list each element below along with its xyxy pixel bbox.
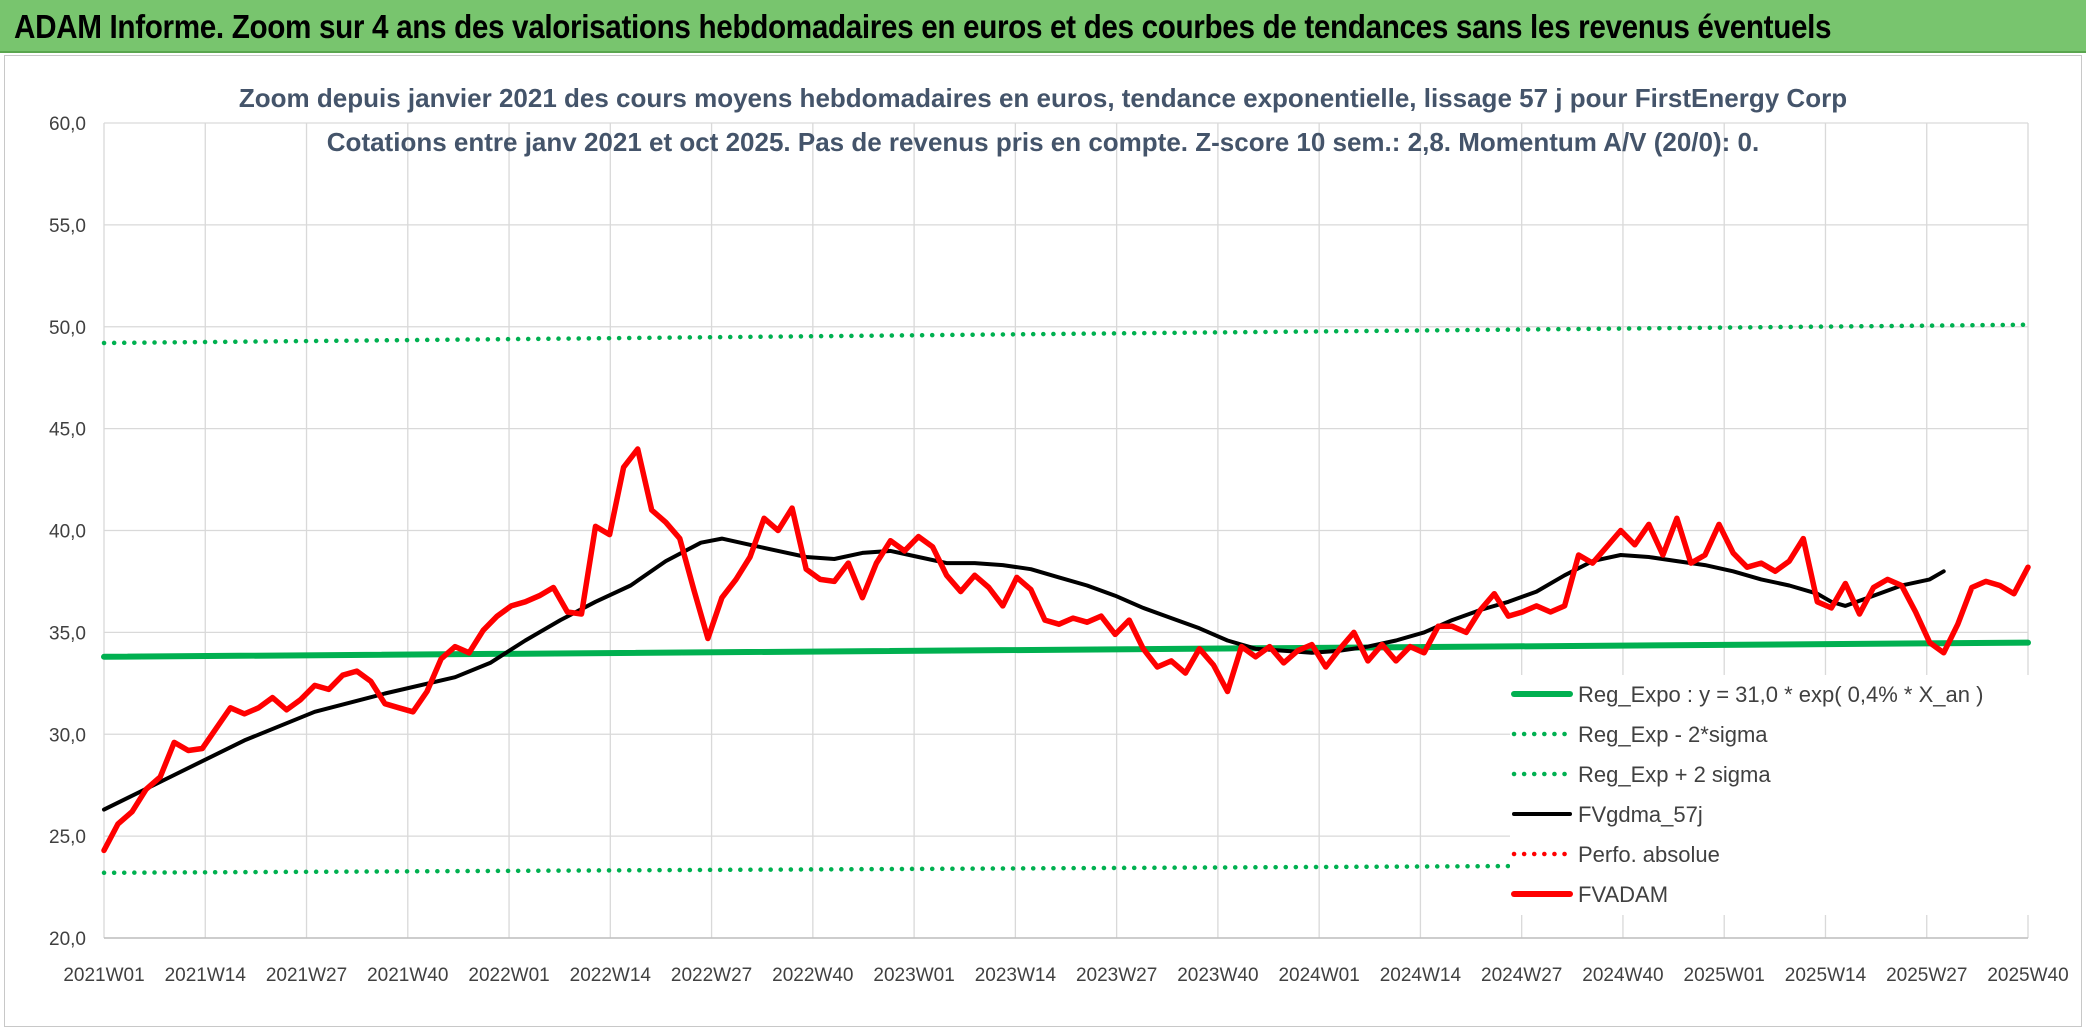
legend-label-5: FVADAM: [1578, 882, 1668, 907]
chart-title: Zoom depuis janvier 2021 des cours moyen…: [239, 83, 1847, 113]
legend-label-0: Reg_Expo : y = 31,0 * exp( 0,4% * X_an ): [1578, 682, 1983, 707]
x-tick-label: 2024W14: [1380, 965, 1462, 986]
legend-label-4: Perfo. absolue: [1578, 842, 1720, 867]
x-tick-label: 2021W27: [266, 965, 347, 986]
x-tick-label: 2025W40: [1987, 965, 2068, 986]
x-tick-label: 2023W14: [975, 965, 1057, 986]
y-tick-label: 35,0: [49, 623, 86, 644]
y-tick-label: 25,0: [49, 827, 86, 848]
y-tick-label: 45,0: [49, 420, 86, 441]
x-tick-label: 2025W01: [1684, 965, 1765, 986]
x-tick-label: 2023W27: [1076, 965, 1157, 986]
chart-series: [101, 322, 2031, 876]
y-tick-label: 55,0: [49, 216, 86, 237]
x-tick-label: 2021W01: [63, 965, 144, 986]
series-line-3: [102, 536, 1946, 812]
y-tick-label: 20,0: [49, 929, 86, 950]
x-tick-label: 2021W40: [367, 965, 448, 986]
y-tick-label: 30,0: [49, 725, 86, 746]
x-tick-label: 2024W40: [1582, 965, 1663, 986]
x-tick-label: 2025W27: [1886, 965, 1967, 986]
x-tick-label: 2024W27: [1481, 965, 1562, 986]
chart-subtitle: Cotations entre janv 2021 et oct 2025. P…: [327, 127, 1759, 157]
x-tick-label: 2022W40: [772, 965, 853, 986]
header-banner: ADAM Informe. Zoom sur 4 ans des valoris…: [0, 0, 2086, 53]
x-tick-label: 2022W27: [671, 965, 752, 986]
y-tick-label: 60,0: [49, 114, 86, 135]
chart-frame: [4, 55, 2082, 1027]
legend-label-2: Reg_Exp + 2 sigma: [1578, 762, 1771, 787]
series-line-5: [101, 446, 2031, 854]
x-tick-label: 2022W01: [468, 965, 549, 986]
chart-legend: Reg_Expo : y = 31,0 * exp( 0,4% * X_an )…: [1511, 682, 1983, 907]
legend-label-1: Reg_Exp - 2*sigma: [1578, 722, 1768, 747]
x-tick-label: 2021W14: [165, 965, 247, 986]
x-tick-label: 2022W14: [570, 965, 652, 986]
legend-background: [1510, 675, 2030, 915]
series-line-0: [101, 639, 2031, 660]
x-axis-ticks: 2021W01 2021W14 2021W27 2021W40 2022W01 2022W…: [63, 965, 2068, 986]
x-tick-label: 2025W14: [1785, 965, 1867, 986]
y-tick-label: 50,0: [49, 318, 86, 339]
chart-grid: [103, 122, 2029, 939]
y-axis-ticks: 20,0 25,0 30,0 35,0 40,0 45,0 50,0 55,0 60,0: [49, 114, 86, 950]
legend-label-3: FVgdma_57j: [1578, 802, 1703, 827]
x-tick-label: 2023W40: [1177, 965, 1258, 986]
x-tick-label: 2023W01: [873, 965, 954, 986]
page-title: ADAM Informe. Zoom sur 4 ans des valoris…: [14, 8, 1832, 45]
series-line-2: [101, 322, 2031, 346]
x-tick-label: 2024W01: [1278, 965, 1359, 986]
y-tick-label: 40,0: [49, 522, 86, 543]
